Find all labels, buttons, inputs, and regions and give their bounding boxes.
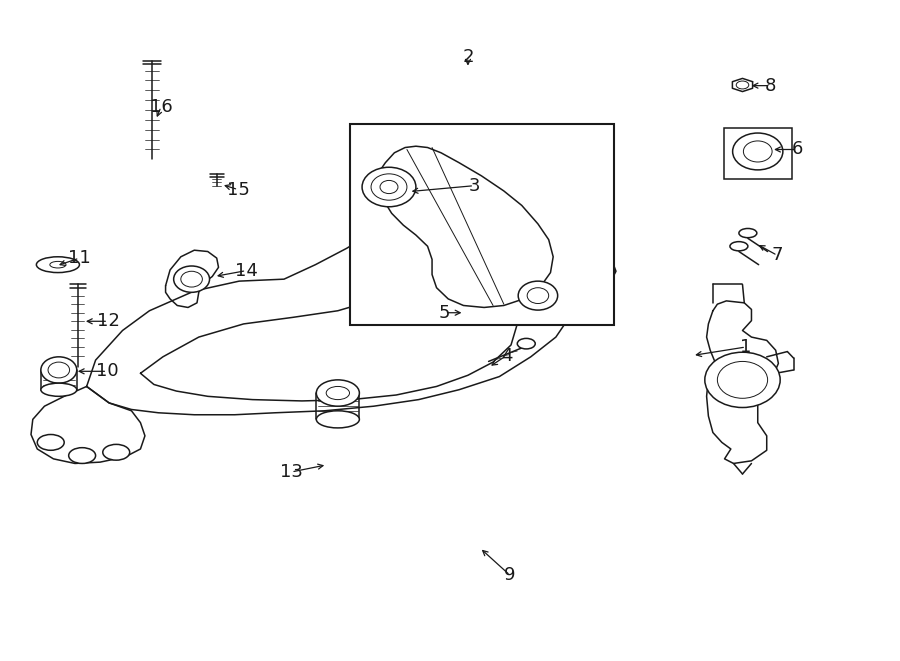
Ellipse shape <box>181 271 202 287</box>
Text: 11: 11 <box>68 249 91 267</box>
Text: 16: 16 <box>149 98 173 116</box>
Ellipse shape <box>570 253 608 282</box>
Ellipse shape <box>48 362 69 378</box>
Ellipse shape <box>456 307 474 317</box>
Ellipse shape <box>475 174 511 194</box>
Ellipse shape <box>739 229 757 238</box>
Text: 15: 15 <box>227 180 249 199</box>
Ellipse shape <box>382 173 418 192</box>
Text: 3: 3 <box>469 176 480 195</box>
Ellipse shape <box>40 383 76 397</box>
Text: 13: 13 <box>280 463 302 481</box>
Text: 7: 7 <box>771 247 783 264</box>
Ellipse shape <box>518 281 558 310</box>
Ellipse shape <box>733 133 783 170</box>
Text: 12: 12 <box>96 312 120 330</box>
Text: 2: 2 <box>463 48 473 66</box>
Ellipse shape <box>380 180 398 194</box>
Bar <box>349 124 614 325</box>
Ellipse shape <box>103 444 130 460</box>
Ellipse shape <box>316 380 359 407</box>
Ellipse shape <box>174 266 210 292</box>
Ellipse shape <box>518 338 536 349</box>
Bar <box>724 128 792 179</box>
Ellipse shape <box>37 434 64 450</box>
Ellipse shape <box>50 261 66 268</box>
Text: 6: 6 <box>791 141 803 159</box>
Ellipse shape <box>371 174 407 200</box>
Ellipse shape <box>484 178 502 189</box>
Ellipse shape <box>730 242 748 251</box>
Ellipse shape <box>326 387 349 400</box>
Text: 9: 9 <box>504 566 516 584</box>
Text: 8: 8 <box>765 77 776 95</box>
Text: 1: 1 <box>741 338 751 356</box>
Ellipse shape <box>362 167 416 207</box>
Text: 14: 14 <box>235 262 257 280</box>
Ellipse shape <box>717 362 768 399</box>
Ellipse shape <box>68 447 95 463</box>
Ellipse shape <box>36 256 79 272</box>
Ellipse shape <box>40 357 76 383</box>
Text: 5: 5 <box>439 303 450 322</box>
Ellipse shape <box>579 260 599 276</box>
Ellipse shape <box>705 352 780 408</box>
Ellipse shape <box>527 288 549 303</box>
Text: 10: 10 <box>96 362 119 380</box>
Ellipse shape <box>316 410 359 428</box>
Ellipse shape <box>391 177 409 188</box>
Text: 4: 4 <box>500 346 512 364</box>
Ellipse shape <box>743 141 772 162</box>
Ellipse shape <box>736 81 749 89</box>
